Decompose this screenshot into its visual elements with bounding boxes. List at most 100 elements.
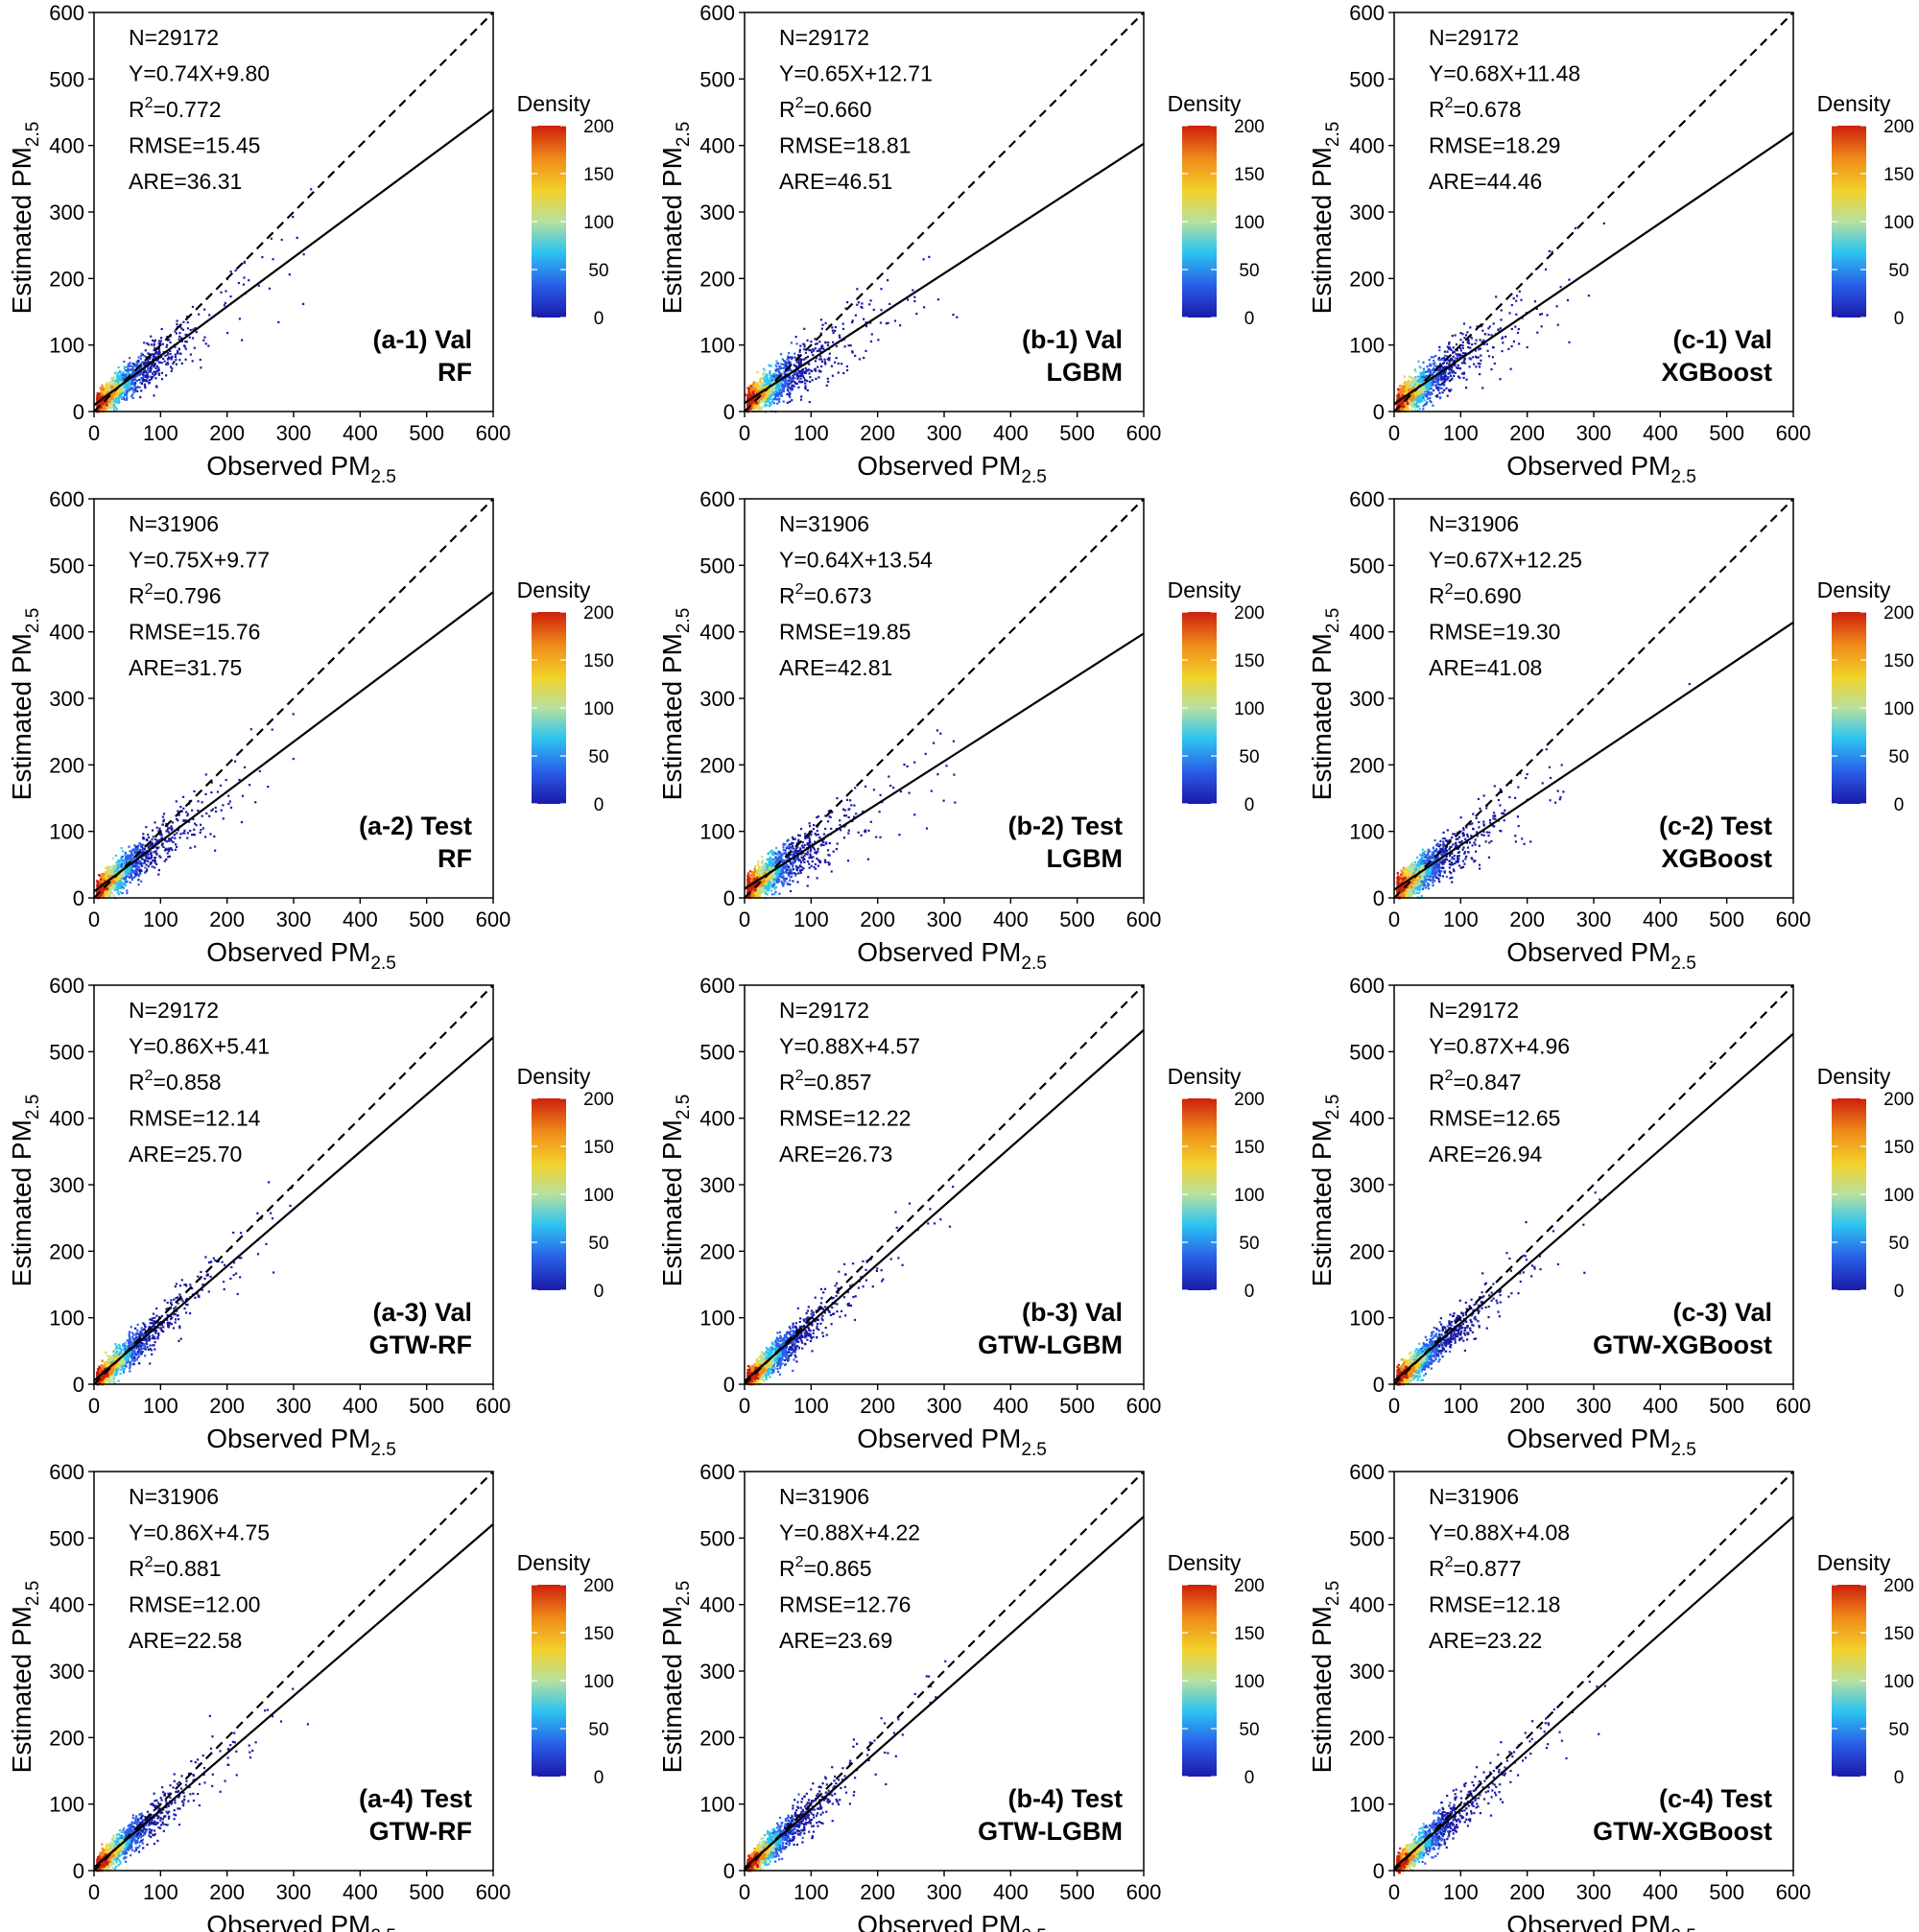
data-point — [785, 377, 788, 380]
data-point — [1462, 376, 1465, 379]
data-point — [154, 356, 156, 359]
data-point — [818, 358, 821, 361]
data-point — [156, 353, 159, 356]
data-point — [899, 324, 902, 327]
data-point — [1453, 374, 1456, 377]
data-point — [1429, 364, 1432, 366]
data-point — [756, 387, 759, 389]
data-point — [757, 406, 761, 409]
data-point — [783, 387, 786, 389]
data-point — [1468, 357, 1471, 360]
data-point — [1448, 341, 1451, 344]
data-point — [1433, 367, 1435, 370]
data-point — [832, 341, 835, 343]
data-point — [1452, 355, 1455, 358]
data-point — [1455, 357, 1457, 360]
data-point — [175, 358, 178, 361]
data-point — [784, 382, 787, 385]
colorbar-tick-label: 0 — [1244, 309, 1255, 329]
data-point — [1462, 359, 1465, 362]
data-point — [794, 366, 798, 369]
data-point — [763, 379, 766, 382]
data-point — [166, 343, 169, 346]
data-point — [817, 369, 820, 372]
data-point — [131, 382, 134, 385]
data-point — [1412, 406, 1415, 409]
data-point — [811, 351, 814, 354]
data-point — [754, 389, 757, 391]
data-point — [844, 307, 847, 310]
data-point — [800, 358, 803, 361]
data-point — [130, 365, 132, 367]
data-point — [1460, 372, 1464, 375]
data-point — [139, 396, 142, 399]
data-point — [858, 358, 861, 361]
data-point — [131, 396, 134, 400]
colorbar-tick-label: 0 — [594, 309, 604, 329]
data-point — [146, 372, 149, 375]
data-point — [791, 358, 794, 361]
data-point — [1479, 339, 1481, 342]
data-point — [174, 330, 177, 333]
data-point — [157, 340, 161, 342]
data-point — [118, 369, 122, 372]
data-point — [766, 383, 770, 386]
data-point — [116, 374, 119, 377]
data-point — [1443, 371, 1446, 374]
data-point — [1404, 408, 1408, 411]
data-point — [754, 405, 757, 408]
data-point — [100, 399, 104, 403]
data-point — [156, 368, 160, 371]
data-point — [157, 373, 161, 376]
x-tick-label: 200 — [209, 421, 245, 445]
data-point — [147, 360, 150, 363]
colorbar-tick-label: 100 — [583, 213, 614, 233]
data-point — [134, 379, 137, 382]
data-point — [786, 393, 789, 396]
data-point — [1451, 377, 1454, 380]
data-point — [1474, 349, 1477, 352]
data-point — [169, 341, 172, 344]
data-point — [1410, 409, 1413, 412]
data-point — [163, 360, 166, 363]
data-point — [755, 407, 758, 410]
data-point — [151, 353, 154, 356]
data-point — [804, 382, 807, 385]
data-point — [759, 396, 763, 400]
data-point — [100, 389, 104, 391]
data-point — [1443, 350, 1446, 353]
data-point — [766, 396, 769, 399]
data-point — [1432, 380, 1434, 384]
data-point — [125, 390, 128, 393]
data-point — [1602, 222, 1605, 224]
data-point — [1447, 367, 1450, 370]
data-point — [142, 370, 145, 373]
data-point — [773, 387, 777, 390]
data-point — [1477, 356, 1480, 359]
data-point — [1465, 387, 1468, 389]
data-point — [923, 306, 926, 309]
data-point — [158, 342, 162, 344]
data-point — [748, 391, 752, 394]
data-point — [1427, 397, 1430, 400]
y-axis-label-sub: 2.5 — [23, 122, 43, 147]
data-point — [157, 347, 160, 350]
y-tick-label: 200 — [49, 267, 84, 291]
data-point — [780, 372, 783, 376]
data-point — [1548, 249, 1551, 252]
data-point — [132, 391, 135, 394]
stat-n: N=29172 — [779, 25, 869, 50]
data-point — [771, 399, 774, 402]
data-point — [1419, 371, 1422, 374]
x-tick-label: 400 — [993, 421, 1029, 445]
data-point — [794, 381, 796, 384]
data-point — [782, 388, 785, 390]
data-point — [176, 352, 179, 355]
data-point — [143, 355, 146, 358]
data-point — [182, 320, 185, 323]
data-point — [774, 396, 777, 399]
data-point — [191, 305, 195, 308]
data-point — [1479, 347, 1482, 350]
data-point — [936, 298, 939, 301]
data-point — [1429, 399, 1432, 402]
